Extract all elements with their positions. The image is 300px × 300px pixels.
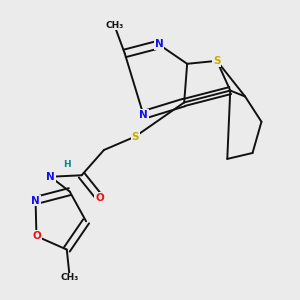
Text: H: H <box>63 160 70 169</box>
Text: N: N <box>31 196 40 206</box>
Text: O: O <box>32 231 41 241</box>
Text: CH₃: CH₃ <box>105 21 124 30</box>
Text: N: N <box>154 40 163 50</box>
Text: S: S <box>213 56 220 66</box>
Text: CH₃: CH₃ <box>61 273 79 282</box>
Text: N: N <box>139 110 148 120</box>
Text: S: S <box>131 132 139 142</box>
Text: N: N <box>46 172 55 182</box>
Text: O: O <box>95 193 104 202</box>
